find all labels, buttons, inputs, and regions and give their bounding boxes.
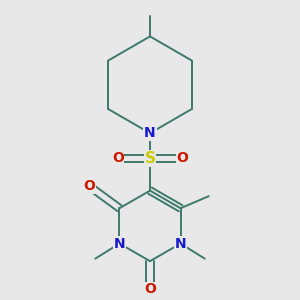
Text: S: S: [145, 151, 155, 166]
Text: O: O: [83, 179, 95, 193]
Text: O: O: [144, 282, 156, 296]
Text: N: N: [114, 236, 125, 250]
Text: N: N: [144, 126, 156, 140]
Text: N: N: [175, 236, 186, 250]
Text: O: O: [112, 152, 124, 165]
Text: O: O: [176, 152, 188, 165]
